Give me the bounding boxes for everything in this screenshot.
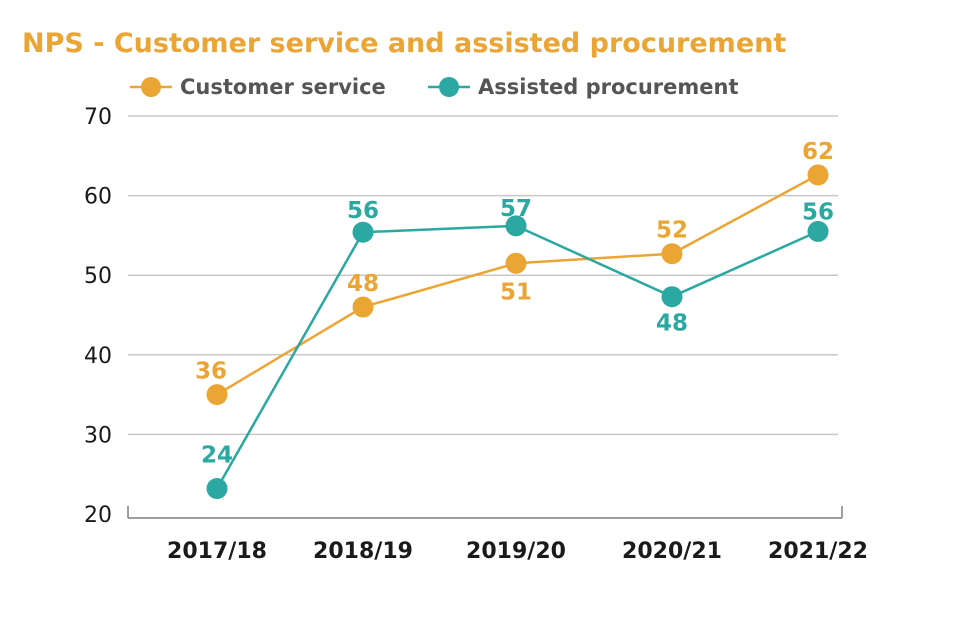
chart-title: NPS - Customer service and assisted proc… [22,28,787,59]
data-point [661,286,683,308]
data-point [505,252,527,274]
data-label: 56 [802,199,834,225]
x-tick-label: 2021/22 [768,539,868,564]
x-tick-label: 2018/19 [313,539,413,564]
y-tick-label: 70 [84,105,112,130]
legend-marker-0 [141,77,161,97]
data-point [206,478,228,500]
legend-label-1: Assisted procurement [478,75,739,99]
data-label: 24 [201,443,233,469]
y-tick-label: 60 [84,185,112,210]
y-tick-label: 30 [84,423,112,448]
data-label: 56 [347,198,379,224]
data-point [807,220,829,242]
data-point [807,164,829,186]
data-point [661,243,683,265]
data-label: 52 [656,218,688,244]
legend-marker-1 [439,77,459,97]
data-label: 51 [500,279,532,305]
x-tick-label: 2020/21 [622,539,722,564]
legend-label-0: Customer service [180,75,386,99]
data-point [352,296,374,318]
data-point [505,215,527,237]
y-tick-label: 20 [84,503,112,528]
data-label: 48 [656,311,688,337]
x-tick-label: 2017/18 [167,539,267,564]
y-tick-label: 50 [84,264,112,289]
data-label: 48 [347,271,379,297]
x-tick-label: 2019/20 [466,539,566,564]
data-label: 62 [802,139,834,165]
data-point [206,384,228,406]
data-label: 57 [500,196,532,222]
data-point [352,221,374,243]
data-label: 36 [195,359,227,385]
y-tick-label: 40 [84,344,112,369]
